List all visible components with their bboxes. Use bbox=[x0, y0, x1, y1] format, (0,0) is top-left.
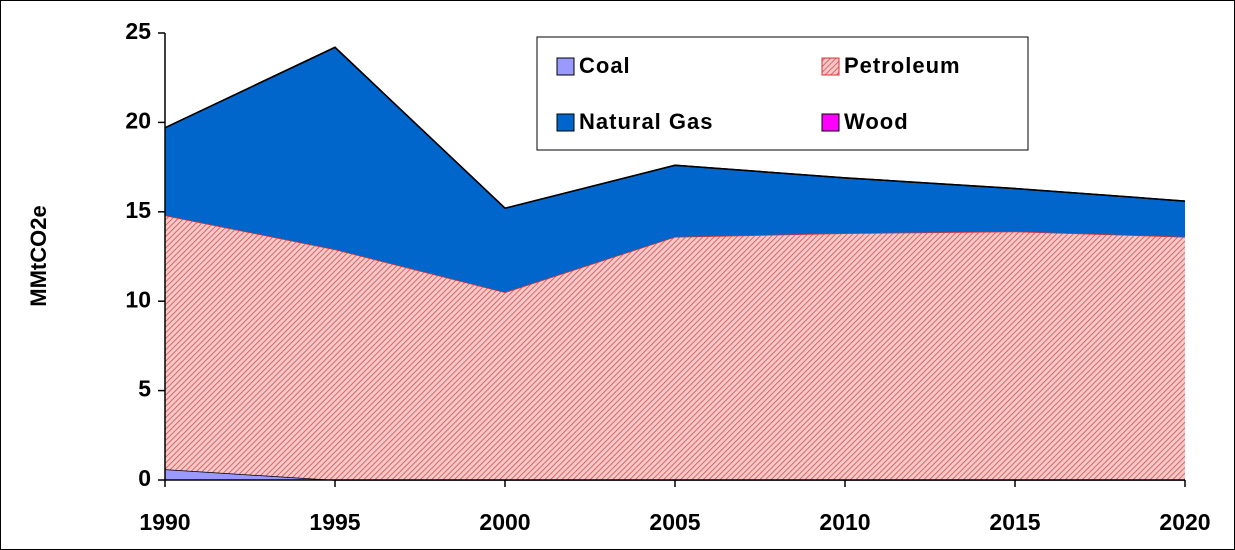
legend-swatch bbox=[556, 57, 575, 76]
legend-label: Petroleum bbox=[844, 53, 961, 78]
legend-swatch bbox=[821, 113, 840, 132]
area bbox=[165, 47, 1185, 293]
area bbox=[165, 469, 1185, 480]
y-tick-label: 25 bbox=[125, 18, 151, 44]
y-tick-label: 5 bbox=[138, 376, 151, 402]
x-tick-label: 2010 bbox=[819, 509, 870, 535]
x-tick-label: 2000 bbox=[479, 509, 530, 535]
y-tick-label: 15 bbox=[125, 197, 151, 223]
legend-label: Natural Gas bbox=[579, 109, 714, 134]
y-tick-label: 10 bbox=[125, 286, 151, 312]
area-edge bbox=[164, 46, 1186, 210]
y-axis-label: MMtCO2e bbox=[26, 205, 51, 306]
legend-label: Coal bbox=[579, 53, 631, 78]
legend-swatch bbox=[556, 113, 575, 132]
x-tick-label: 2005 bbox=[649, 509, 700, 535]
x-tick-label: 2020 bbox=[1159, 509, 1210, 535]
x-tick-label: 1995 bbox=[309, 509, 360, 535]
legend-label: Wood bbox=[844, 109, 909, 134]
y-tick-label: 20 bbox=[125, 107, 151, 133]
x-tick-label: 2015 bbox=[989, 509, 1040, 535]
legend-box bbox=[536, 36, 1029, 151]
y-tick-label: 0 bbox=[138, 465, 151, 491]
x-tick-label: 1990 bbox=[139, 509, 190, 535]
legend-swatch bbox=[821, 57, 840, 76]
area bbox=[165, 215, 1185, 480]
